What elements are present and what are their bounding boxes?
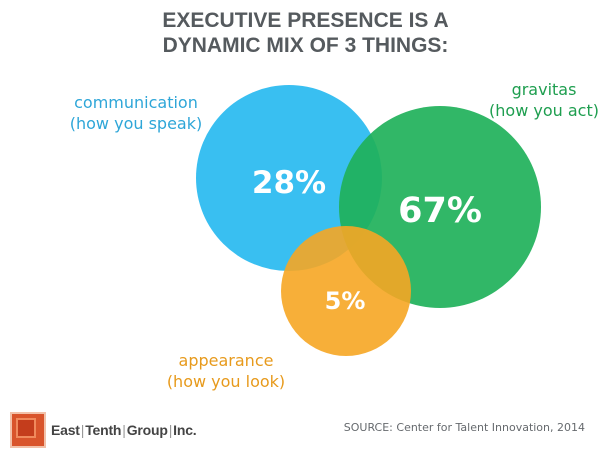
title-line-2: DYNAMIC MIX OF 3 THINGS:	[162, 34, 449, 57]
appearance-subtitle: (how you look)	[166, 372, 286, 391]
company-logo: East|Tenth|Group|Inc.	[10, 408, 197, 452]
title-line-1: EXECUTIVE PRESENCE IS A	[162, 9, 449, 32]
logo-text: East|Tenth|Group|Inc.	[51, 422, 197, 438]
logo-square-icon	[10, 412, 46, 448]
communication-name: communication	[74, 93, 198, 112]
diagram-title: EXECUTIVE PRESENCE IS A DYNAMIC MIX OF 3…	[0, 8, 611, 58]
gravitas-percent: 67%	[398, 191, 482, 231]
logo-part-3: Group	[126, 422, 168, 438]
communication-subtitle: (how you speak)	[69, 114, 203, 133]
logo-part-1: East	[51, 422, 80, 438]
gravitas-subtitle: (how you act)	[489, 101, 599, 120]
gravitas-name: gravitas	[511, 80, 577, 99]
appearance-circle	[281, 226, 411, 356]
communication-circle	[196, 85, 382, 271]
source-citation: SOURCE: Center for Talent Innovation, 20…	[343, 421, 585, 434]
communication-label: communication (how you speak)	[66, 92, 206, 134]
gravitas-label: gravitas (how you act)	[484, 79, 604, 121]
logo-part-2: Tenth	[85, 422, 122, 438]
appearance-percent: 5%	[325, 287, 366, 315]
appearance-label: appearance (how you look)	[156, 350, 296, 392]
logo-part-4: Inc.	[173, 422, 197, 438]
appearance-name: appearance	[178, 351, 274, 370]
communication-percent: 28%	[252, 165, 326, 201]
